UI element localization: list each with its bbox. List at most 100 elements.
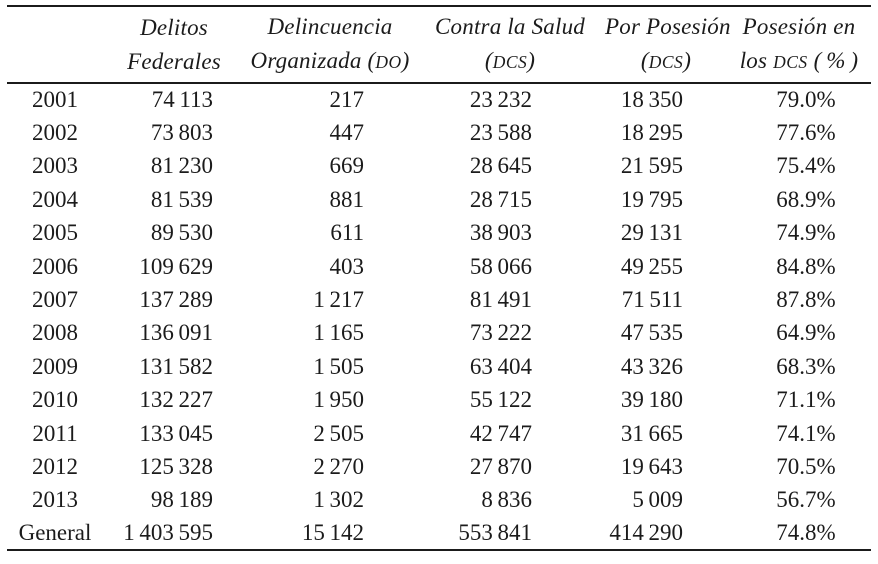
cell-delitos-federales: 73 803 xyxy=(150,120,213,146)
header-line1: Posesión en xyxy=(742,14,856,39)
table-row-2004: 2004 81 539 881 28 715 19 795 68.9% xyxy=(7,183,871,216)
cell-posesion-pct: 64.9% xyxy=(776,320,836,346)
table-row-2009: 2009 131 582 1 505 63 404 43 326 68.3% xyxy=(7,350,871,383)
row-year: 2013 xyxy=(32,487,78,513)
table-row-2011: 2011 133 045 2 505 42 747 31 665 74.1% xyxy=(7,417,871,450)
cell-por-posesion: 49 255 xyxy=(620,253,683,279)
cell-por-posesion: 43 326 xyxy=(620,353,683,379)
cell-delitos-federales: 98 189 xyxy=(150,487,213,513)
cell-posesion-pct: 56.7% xyxy=(776,487,836,513)
table-row-2005: 2005 89 530 611 38 903 29 131 74.9% xyxy=(7,217,871,250)
cell-posesion-pct: 71.1% xyxy=(776,387,836,413)
cell-delitos-federales: 81 539 xyxy=(150,186,213,212)
cell-contra-la-salud: 28 645 xyxy=(469,153,532,179)
col-header-delincuencia-organizada: Delincuencia Organizada (DO) xyxy=(245,6,415,84)
cell-delincuencia-organizada: 2 505 xyxy=(313,420,364,446)
header-row: Delitos Federales Delincuencia Organizad… xyxy=(7,6,871,84)
row-year: 2003 xyxy=(32,153,78,179)
header-abbr-dcs: DCS xyxy=(492,52,528,72)
cell-posesion-pct: 77.6% xyxy=(776,120,836,146)
header-line1: Contra la Salud xyxy=(435,14,585,39)
table-row-2010: 2010 132 227 1 950 55 122 39 180 71.1% xyxy=(7,384,871,417)
header-line2-post: ) xyxy=(401,48,410,73)
cell-delitos-federales: 132 227 xyxy=(139,387,213,413)
header-line1: Por Posesión xyxy=(605,14,731,39)
cell-delitos-federales: 109 629 xyxy=(139,253,213,279)
cell-contra-la-salud: 58 066 xyxy=(469,253,532,279)
cell-posesion-pct: 74.8% xyxy=(776,520,836,546)
cell-delitos-federales: 81 230 xyxy=(150,153,213,179)
header-line2-pre: ( xyxy=(484,48,493,73)
cell-posesion-pct: 74.9% xyxy=(776,220,836,246)
row-year: General xyxy=(18,520,92,546)
cell-por-posesion: 31 665 xyxy=(620,420,683,446)
cell-contra-la-salud: 73 222 xyxy=(469,320,532,346)
row-year: 2005 xyxy=(32,220,78,246)
table-row-2013: 2013 98 189 1 302 8 836 5 009 56.7% xyxy=(7,484,871,517)
cell-por-posesion: 5 009 xyxy=(632,487,683,513)
cell-posesion-pct: 84.8% xyxy=(776,253,836,279)
header-abbr-do: DO xyxy=(375,52,402,72)
cell-posesion-pct: 74.1% xyxy=(776,420,836,446)
header-line1: Delincuencia xyxy=(267,14,393,39)
cell-por-posesion: 21 595 xyxy=(620,153,683,179)
header-line2: los DCS ( % ) xyxy=(727,44,871,79)
cell-delincuencia-organizada: 611 xyxy=(330,220,364,246)
col-header-posesion-pct: Posesión en los DCS ( % ) xyxy=(727,6,871,84)
row-year: 2012 xyxy=(32,453,78,479)
table-header: Delitos Federales Delincuencia Organizad… xyxy=(7,6,871,84)
row-year: 2006 xyxy=(32,253,78,279)
cell-delincuencia-organizada: 669 xyxy=(329,153,365,179)
header-line2-post: ) xyxy=(683,48,692,73)
table-row-general: General 1 403 595 15 142 553 841 414 290… xyxy=(7,517,871,550)
cell-contra-la-salud: 28 715 xyxy=(469,186,532,212)
cell-delitos-federales: 131 582 xyxy=(139,353,213,379)
header-abbr-dcs: DCS xyxy=(773,52,808,72)
col-header-delitos-federales: Delitos Federales xyxy=(103,6,245,84)
cell-delitos-federales: 136 091 xyxy=(139,320,213,346)
cell-contra-la-salud: 27 870 xyxy=(469,453,532,479)
cell-delincuencia-organizada: 403 xyxy=(329,253,365,279)
cell-delincuencia-organizada: 881 xyxy=(329,186,365,212)
cell-contra-la-salud: 63 404 xyxy=(469,353,532,379)
cell-posesion-pct: 68.9% xyxy=(776,186,836,212)
cell-delincuencia-organizada: 1 505 xyxy=(313,353,364,379)
cell-contra-la-salud: 553 841 xyxy=(458,520,532,546)
table-row-2003: 2003 81 230 669 28 645 21 595 75.4% xyxy=(7,150,871,183)
cell-por-posesion: 19 795 xyxy=(620,186,683,212)
cell-posesion-pct: 87.8% xyxy=(776,287,836,313)
cell-posesion-pct: 75.4% xyxy=(776,153,836,179)
cell-delincuencia-organizada: 2 270 xyxy=(313,453,364,479)
table-body: 2001 74 113 217 23 232 18 350 79.0% 2002… xyxy=(7,83,871,550)
row-year: 2002 xyxy=(32,120,78,146)
cell-contra-la-salud: 8 836 xyxy=(481,487,532,513)
header-line2: Federales xyxy=(127,48,221,74)
cell-contra-la-salud: 23 588 xyxy=(469,120,532,146)
cell-delincuencia-organizada: 1 165 xyxy=(313,320,364,346)
cell-contra-la-salud: 42 747 xyxy=(469,420,532,446)
cell-delitos-federales: 137 289 xyxy=(139,287,213,313)
crime-statistics-table: Delitos Federales Delincuencia Organizad… xyxy=(7,5,871,552)
cell-contra-la-salud: 23 232 xyxy=(469,87,532,113)
table-row-2007: 2007 137 289 1 217 81 491 71 511 87.8% xyxy=(7,283,871,316)
header-line2-pre: Organizada ( xyxy=(250,48,376,73)
cell-posesion-pct: 68.3% xyxy=(776,353,836,379)
cell-por-posesion: 18 350 xyxy=(620,87,683,113)
header-line2: Organizada (DO) xyxy=(245,44,415,79)
cell-delitos-federales: 125 328 xyxy=(139,453,213,479)
cell-delitos-federales: 1 403 595 xyxy=(123,520,213,546)
table-row-2006: 2006 109 629 403 58 066 49 255 84.8% xyxy=(7,250,871,283)
header-line1: Delitos xyxy=(140,14,208,40)
table-row-2001: 2001 74 113 217 23 232 18 350 79.0% xyxy=(7,83,871,116)
col-header-year xyxy=(7,6,103,84)
cell-delincuencia-organizada: 15 142 xyxy=(301,520,364,546)
cell-contra-la-salud: 81 491 xyxy=(469,287,532,313)
cell-por-posesion: 414 290 xyxy=(609,520,683,546)
cell-delincuencia-organizada: 1 217 xyxy=(313,287,364,313)
row-year: 2004 xyxy=(32,186,78,212)
header-line2-post: ( % ) xyxy=(807,48,859,73)
cell-delitos-federales: 133 045 xyxy=(139,420,213,446)
header-abbr-dcs: DCS xyxy=(648,52,684,72)
row-year: 2001 xyxy=(32,87,78,113)
